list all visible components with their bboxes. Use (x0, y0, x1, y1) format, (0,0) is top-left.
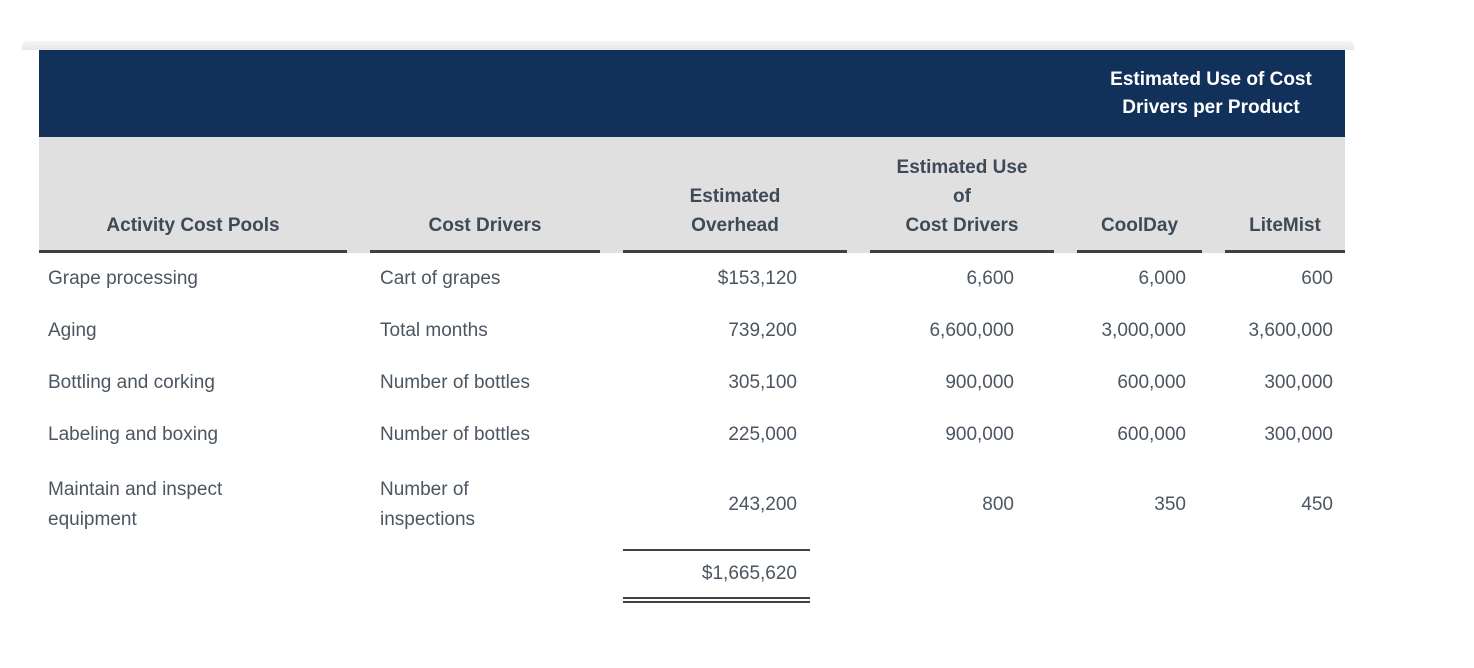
cell-estimated-overhead: 225,000 (728, 424, 797, 445)
cell-estimated-use: 6,600 (966, 268, 1014, 289)
banner-title-line: Estimated Use of Cost (1110, 68, 1312, 90)
cell-coolday: 6,000 (1138, 268, 1186, 289)
cell-litemist: 3,600,000 (1248, 320, 1333, 341)
cell-estimated-use: 900,000 (945, 424, 1014, 445)
cell-coolday: 350 (1154, 494, 1186, 515)
cell-litemist: 600 (1301, 268, 1333, 289)
column-header-label: Cost Drivers (428, 215, 542, 236)
cell-cost-driver: Number of bottles (380, 372, 530, 393)
cell-litemist: 450 (1301, 494, 1333, 515)
table-row: Grape processing Cart of grapes $153,120… (39, 253, 1345, 305)
cell-activity: Maintain and inspect equipment (48, 479, 223, 530)
banner-band: Estimated Use of Cost Drivers per Produc… (39, 50, 1345, 137)
table-row: Aging Total months 739,200 6,600,000 3,0… (39, 305, 1345, 357)
column-header-label: Estimated Use (896, 157, 1028, 178)
cell-cost-driver: Number of bottles (380, 424, 530, 445)
cell-coolday: 600,000 (1117, 372, 1186, 393)
column-header-cost-drivers: Cost Drivers (370, 137, 600, 253)
cell-estimated-use: 6,600,000 (929, 320, 1014, 341)
cell-activity: Labeling and boxing (48, 424, 219, 445)
cell-activity: Aging (48, 320, 97, 341)
column-header-label: Cost Drivers (905, 215, 1019, 236)
column-header-label: Overhead (691, 215, 779, 236)
column-header-litemist: LiteMist (1225, 137, 1345, 253)
table-row: Maintain and inspect equipment Number of… (39, 461, 1345, 549)
cell-estimated-overhead: 739,200 (728, 320, 797, 341)
cell-estimated-use: 800 (982, 494, 1014, 515)
column-header-label: Estimated (689, 186, 781, 207)
column-header-label: LiteMist (1249, 215, 1321, 236)
banner-title-line: Drivers per Product (1122, 96, 1300, 118)
table-row: Labeling and boxing Number of bottles 22… (39, 409, 1345, 461)
column-header-estimated-overhead: Estimated Overhead (623, 137, 847, 253)
cell-cost-driver: Number of inspections (380, 479, 476, 530)
cell-cost-driver: Total months (380, 320, 488, 341)
cell-estimated-overhead: 305,100 (728, 372, 797, 393)
cell-litemist: 300,000 (1264, 372, 1333, 393)
cell-activity: Bottling and corking (48, 372, 215, 393)
cell-estimated-overhead: 243,200 (728, 494, 797, 515)
total-row: $1,665,620 (39, 549, 1345, 603)
column-header-label: CoolDay (1100, 215, 1179, 236)
cell-activity: Grape processing (48, 268, 198, 289)
column-header-coolday: CoolDay (1077, 137, 1202, 253)
cell-coolday: 600,000 (1117, 424, 1186, 445)
cost-drivers-table: Estimated Use of Cost Drivers per Produc… (39, 50, 1345, 603)
cell-cost-driver: Cart of grapes (380, 268, 501, 289)
cell-estimated-use: 900,000 (945, 372, 1014, 393)
table-row: Bottling and corking Number of bottles 3… (39, 357, 1345, 409)
banner-title: Estimated Use of Cost Drivers per Produc… (1077, 50, 1345, 137)
column-header-estimated-use: Estimated Use of Cost Drivers (870, 137, 1054, 253)
card-top-edge (22, 41, 1354, 50)
column-header-label: of (953, 186, 971, 207)
column-header-row: Activity Cost Pools Cost Drivers Estimat… (39, 137, 1345, 253)
column-header-activity-cost-pools: Activity Cost Pools (39, 137, 347, 253)
cell-coolday: 3,000,000 (1101, 320, 1186, 341)
cell-estimated-overhead: $153,120 (717, 268, 797, 289)
total-estimated-overhead: $1,665,620 (623, 549, 810, 603)
column-header-label: Activity Cost Pools (106, 215, 280, 236)
cell-litemist: 300,000 (1264, 424, 1333, 445)
